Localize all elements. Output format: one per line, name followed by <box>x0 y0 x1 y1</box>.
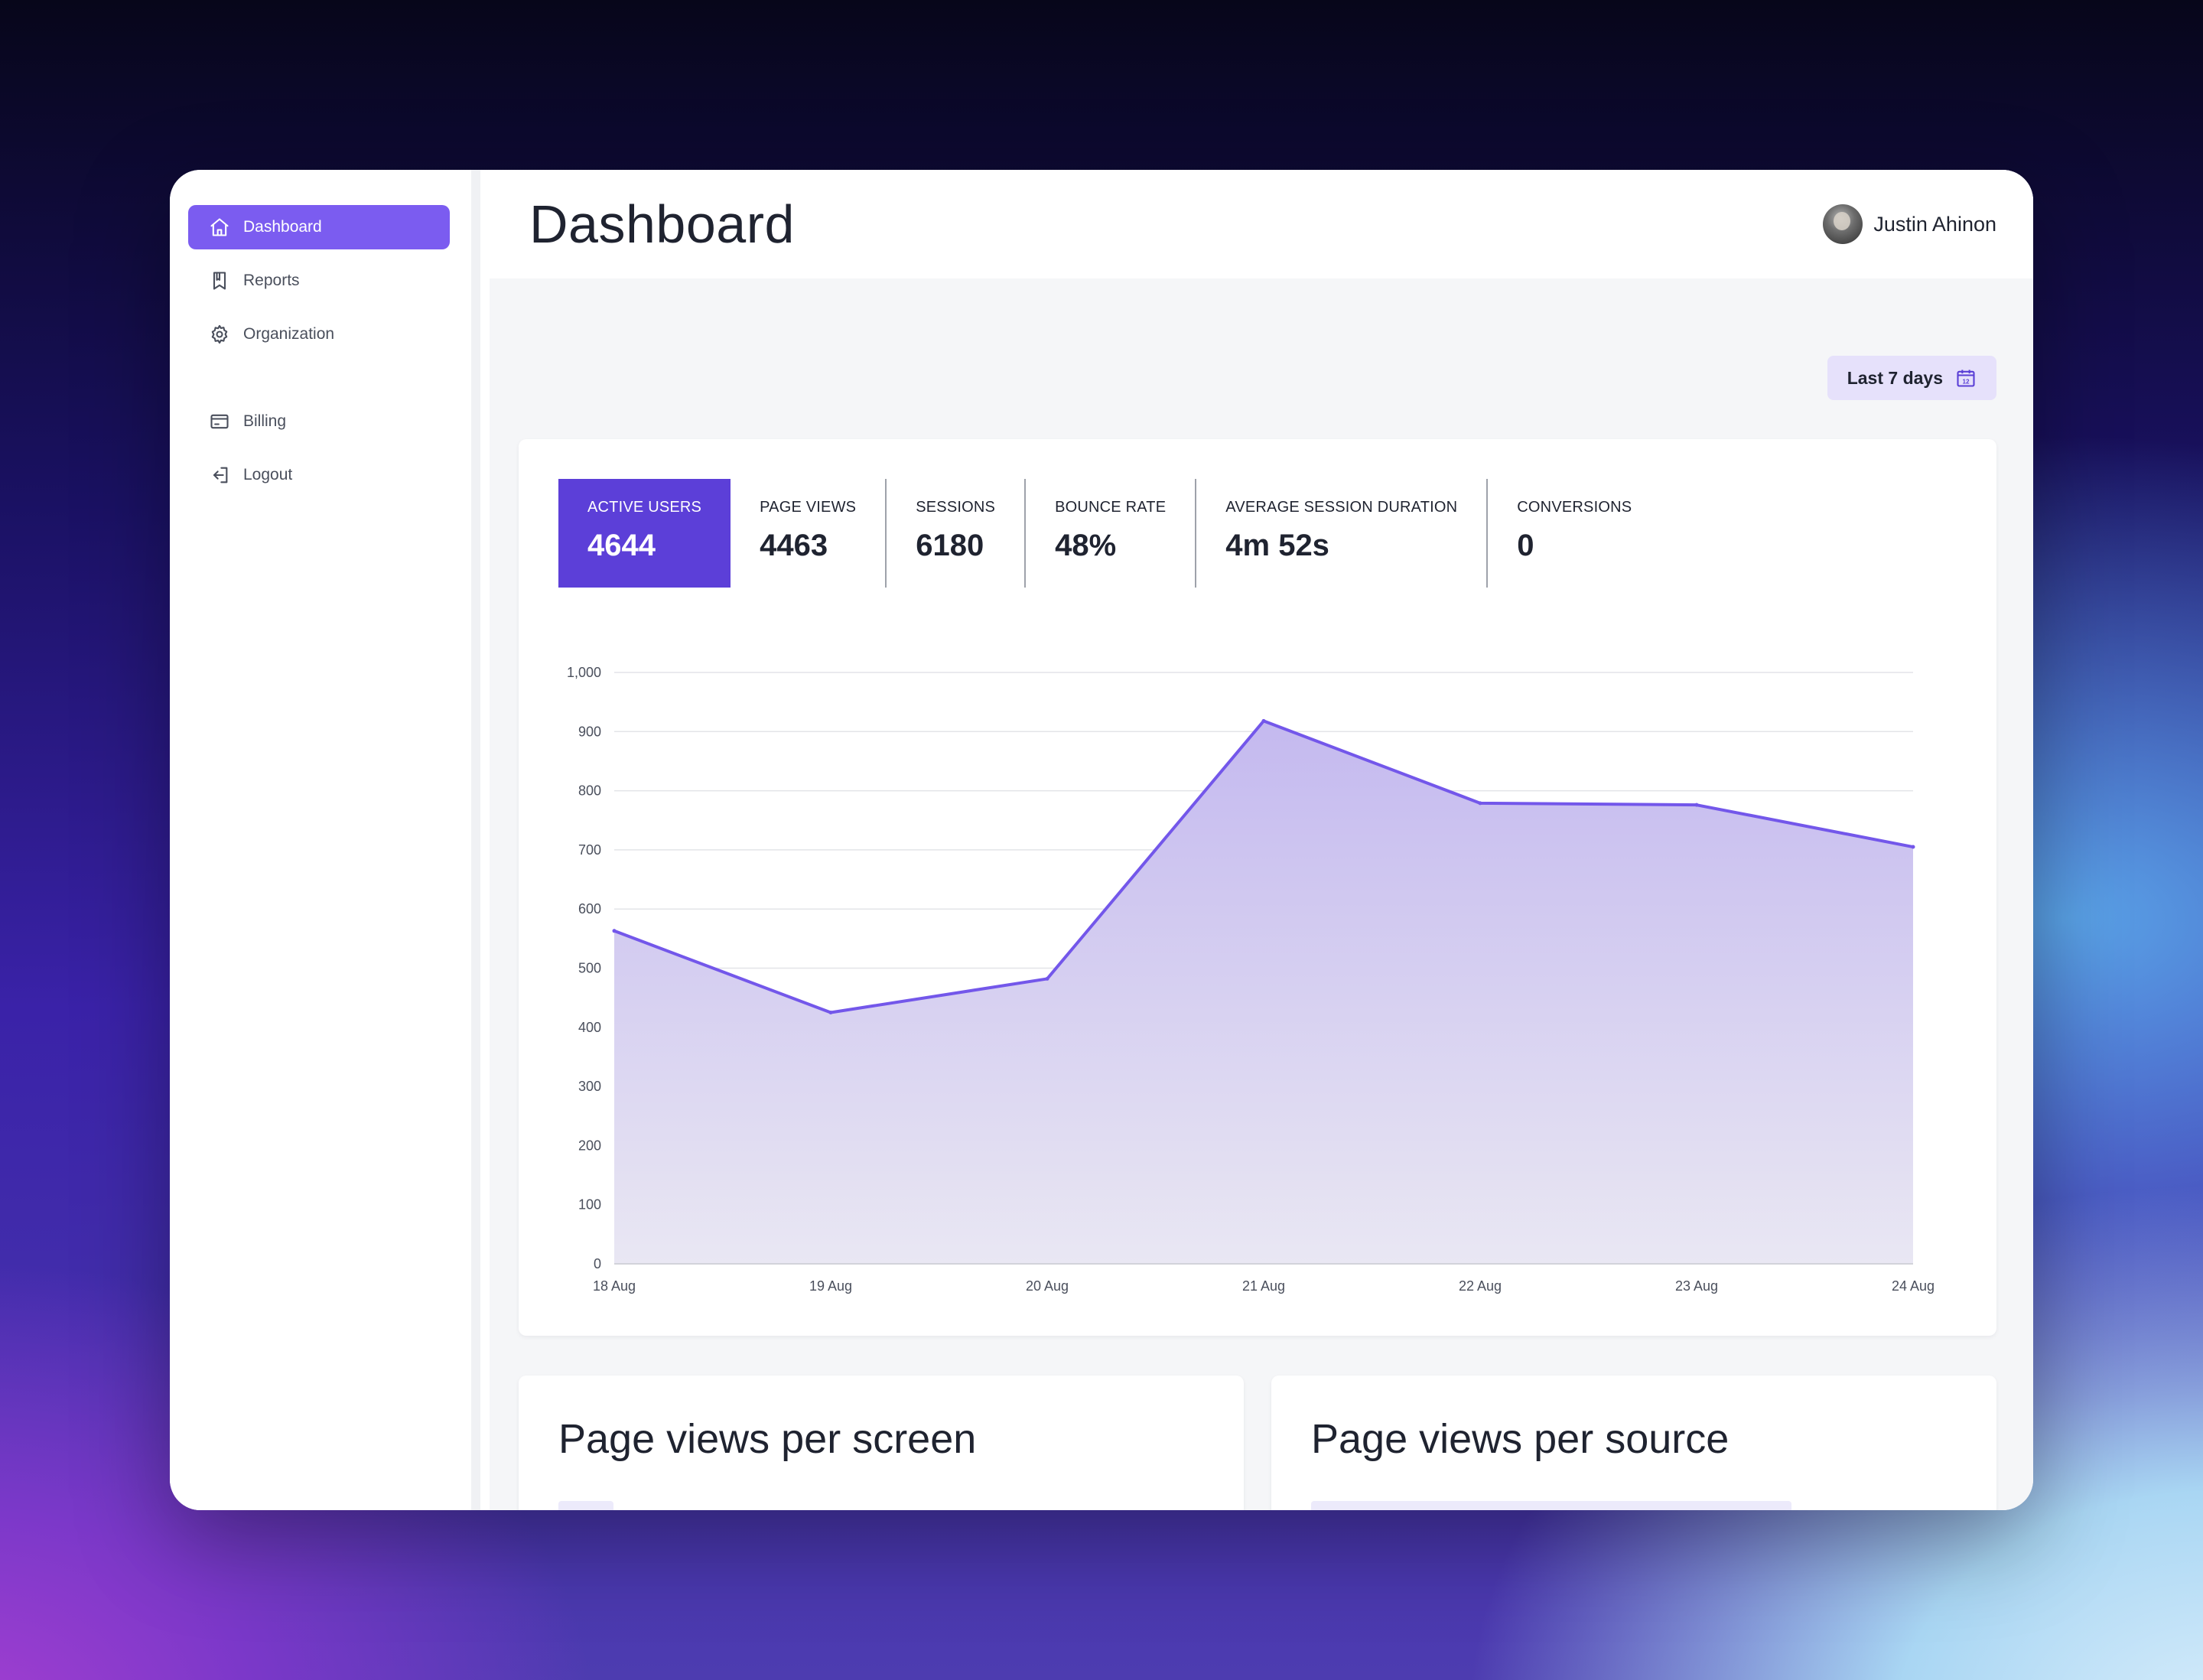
y-tick-label: 1,000 <box>567 665 601 680</box>
stat-bounce-rate[interactable]: Bounce rate 48% <box>1026 479 1197 588</box>
avatar <box>1823 204 1863 244</box>
user-menu[interactable]: Justin Ahinon <box>1823 204 1996 244</box>
sidebar-item-label: Billing <box>243 412 287 430</box>
bar-placeholder <box>558 1501 613 1510</box>
sidebar-item-logout[interactable]: Logout <box>188 453 450 497</box>
stat-label: Active users <box>587 499 702 516</box>
data-point <box>1911 845 1915 849</box>
sidebar-item-organization[interactable]: Organization <box>188 312 450 357</box>
stat-value: 4463 <box>760 529 828 562</box>
y-tick-label: 900 <box>578 724 601 739</box>
stat-label: Sessions <box>916 499 996 516</box>
stat-label: Page views <box>760 499 857 516</box>
home-icon <box>208 216 231 239</box>
analytics-card: Active users 4644 Page views 4463 Sessio… <box>519 439 1996 1336</box>
x-tick-label: 18 Aug <box>593 1278 636 1294</box>
area-fill <box>614 721 1913 1264</box>
stat-sessions[interactable]: Sessions 6180 <box>887 479 1027 588</box>
data-point <box>612 929 617 933</box>
credit-card-icon <box>208 410 231 433</box>
stat-label: Bounce rate <box>1055 499 1167 516</box>
x-tick-label: 21 Aug <box>1242 1278 1285 1294</box>
y-tick-label: 600 <box>578 901 601 917</box>
page-views-per-source-card: Page views per source <box>1271 1376 1996 1510</box>
y-tick-label: 200 <box>578 1138 601 1153</box>
x-tick-label: 22 Aug <box>1459 1278 1502 1294</box>
x-tick-label: 19 Aug <box>809 1278 852 1294</box>
data-point <box>1478 801 1482 806</box>
panel-title: Page views per source <box>1311 1416 1730 1462</box>
y-tick-label: 500 <box>578 961 601 976</box>
stat-conversions[interactable]: Conversions 0 <box>1488 479 1661 588</box>
date-range-label: Last 7 days <box>1847 367 1943 388</box>
main-content: Dashboard Justin Ahinon Last 7 days 12 A… <box>490 170 2033 1510</box>
app-window: Dashboard Reports Organization Billing <box>170 170 2033 1510</box>
sidebar-item-label: Dashboard <box>243 218 322 236</box>
stat-label: Average session duration <box>1225 499 1458 516</box>
y-tick-label: 400 <box>578 1020 601 1035</box>
stat-value: 4644 <box>587 529 656 562</box>
area-chart: 0 100 200 300 400 500 600 700 800 900 1,000 18 Aug 1… <box>567 665 1935 1294</box>
panel-title: Page views per screen <box>558 1416 977 1462</box>
calendar-icon: 12 <box>1957 370 1975 387</box>
logout-icon <box>208 464 231 487</box>
sidebar-item-dashboard[interactable]: Dashboard <box>188 205 450 249</box>
stats-tabs: Active users 4644 Page views 4463 Sessio… <box>558 479 1661 588</box>
x-tick-label: 23 Aug <box>1675 1278 1718 1294</box>
top-bar: Dashboard Justin Ahinon <box>490 170 2033 278</box>
data-point <box>1694 803 1699 807</box>
y-tick-label: 800 <box>578 783 601 799</box>
data-point <box>1045 976 1049 981</box>
calendar-day-number: 12 <box>1962 379 1970 386</box>
y-tick-label: 100 <box>578 1197 601 1213</box>
sidebar-item-label: Logout <box>243 466 293 483</box>
nav-spacer <box>170 366 471 399</box>
y-tick-label: 700 <box>578 842 601 858</box>
page-title: Dashboard <box>529 194 795 254</box>
stat-page-views[interactable]: Page views 4463 <box>731 479 887 588</box>
x-tick-label: 20 Aug <box>1026 1278 1069 1294</box>
y-tick-label: 300 <box>578 1079 601 1094</box>
data-point <box>1261 718 1266 723</box>
stat-value: 4m 52s <box>1225 529 1329 562</box>
stat-average-session-duration[interactable]: Average session duration 4m 52s <box>1196 479 1489 588</box>
user-name: Justin Ahinon <box>1873 212 1996 236</box>
bookmark-icon <box>208 269 231 292</box>
x-tick-label: 24 Aug <box>1892 1278 1935 1294</box>
sidebar-item-label: Organization <box>243 325 335 343</box>
data-point <box>828 1010 833 1014</box>
stat-value: 6180 <box>916 529 984 562</box>
sidebar-item-billing[interactable]: Billing <box>188 399 450 444</box>
sidebar-item-label: Reports <box>243 272 300 289</box>
sidebar-item-reports[interactable]: Reports <box>188 259 450 303</box>
stat-value: 48% <box>1055 529 1117 562</box>
date-range-button[interactable]: Last 7 days 12 <box>1827 356 1996 400</box>
y-tick-label: 0 <box>594 1256 601 1271</box>
stat-label: Conversions <box>1517 499 1632 516</box>
gear-icon <box>208 323 231 346</box>
bar-placeholder <box>1311 1501 1791 1510</box>
sidebar: Dashboard Reports Organization Billing <box>170 170 480 1510</box>
stat-value: 0 <box>1517 529 1534 562</box>
stat-active-users[interactable]: Active users 4644 <box>558 479 731 588</box>
page-views-per-screen-card: Page views per screen <box>519 1376 1244 1510</box>
